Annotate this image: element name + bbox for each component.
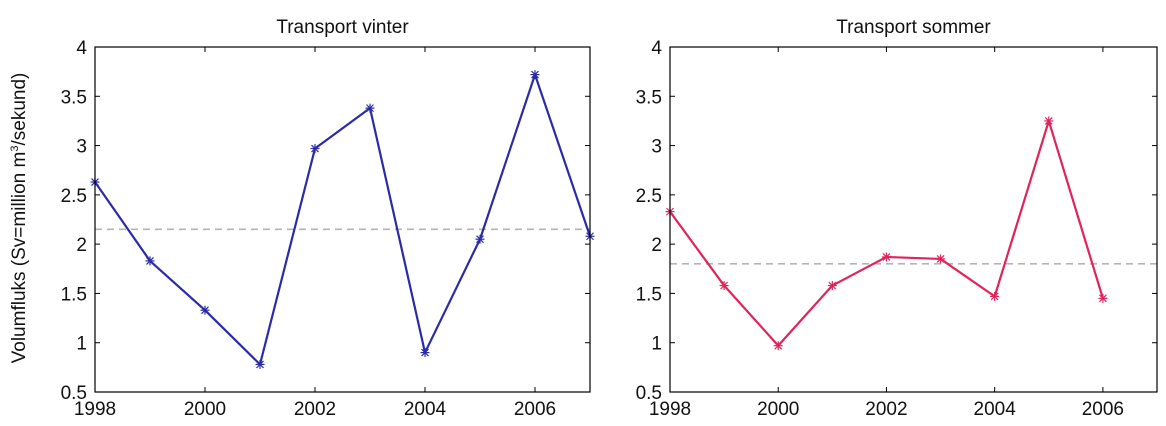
x-tick-label: 2004 (974, 399, 1017, 420)
data-point-marker (255, 359, 265, 369)
data-point-marker (719, 281, 729, 291)
data-point-marker (200, 305, 210, 315)
x-tick-label: 1998 (649, 399, 691, 420)
y-tick-label: 0.5 (636, 383, 662, 404)
data-point-marker (310, 144, 320, 154)
y-tick-label: 1.5 (61, 284, 87, 305)
x-tick-label: 2006 (1082, 399, 1124, 420)
y-tick-label: 3.5 (61, 87, 87, 108)
x-tick-label: 2002 (294, 399, 336, 420)
data-point-marker (420, 348, 430, 358)
y-tick-label: 1 (651, 334, 662, 355)
chart-title: Transport sommer (836, 17, 991, 38)
y-tick-label: 2.5 (636, 186, 662, 207)
x-tick-label: 2002 (865, 399, 907, 420)
plot-area (670, 47, 1157, 392)
data-point-marker (145, 256, 155, 266)
data-point-marker (827, 281, 837, 291)
x-tick-label: 1998 (74, 399, 116, 420)
y-tick-label: 3 (76, 137, 87, 158)
chart-panel-1: 0.5 1 1.5 2 2.5 3 3.5 4 1998 2000 2002 2004 2006 Tran… (61, 17, 595, 420)
data-point-marker (936, 254, 946, 264)
data-point-marker (881, 252, 891, 262)
plot-area (95, 47, 590, 392)
data-point-marker (990, 291, 1000, 301)
y-tick-label: 3 (651, 137, 662, 158)
series-line-1 (94, 73, 592, 366)
y-tick-label: 1.5 (636, 284, 662, 305)
chart-title: Transport vinter (276, 17, 409, 38)
y-tick-label: 0.5 (61, 383, 87, 404)
axes-frame (94, 46, 591, 393)
y-tick-label: 3.5 (636, 87, 662, 108)
data-point-marker (1044, 116, 1054, 126)
data-point-marker (365, 103, 375, 113)
data-point-marker (475, 234, 485, 244)
x-tick-label: 2000 (184, 399, 226, 420)
y-tick-label: 4 (651, 38, 662, 59)
y-tick-label: 1 (76, 334, 87, 355)
y-tick-label: 4 (76, 38, 87, 59)
y-tick-label: 2 (651, 235, 662, 256)
data-point-marker (1098, 293, 1108, 303)
x-tick-label: 2000 (757, 399, 799, 420)
x-tick-label: 2006 (514, 399, 556, 420)
data-point-marker (530, 70, 540, 80)
y-tick-label: 2 (76, 235, 87, 256)
y-tick-label: 2.5 (61, 186, 87, 207)
x-tick-label: 2004 (404, 399, 447, 420)
data-point-marker (773, 341, 783, 351)
chart-panel-2: 0.5 1 1.5 2 2.5 3 3.5 4 1998 2000 2002 2004 2006 Tran… (636, 17, 1158, 420)
axes-frame (669, 46, 1158, 393)
